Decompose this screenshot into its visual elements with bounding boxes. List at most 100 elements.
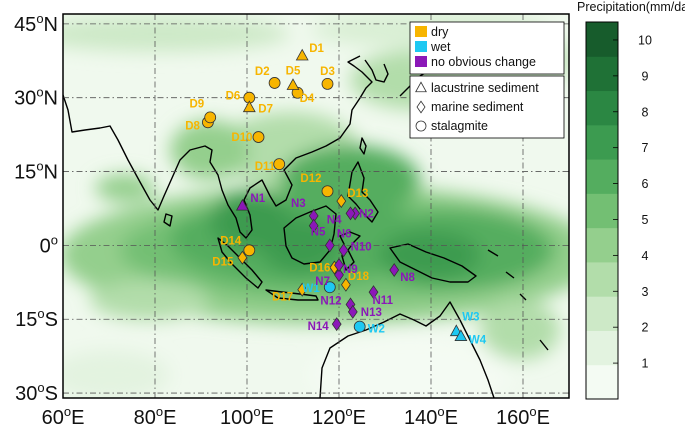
- site-n6-label: N6: [337, 228, 352, 240]
- lon-tick-3: 120oE: [312, 404, 366, 429]
- site-d5-marker: [286, 78, 300, 90]
- proxy-sites: D1 D2 D3 D4 D5 D6 D7 D8 D9 D10 D11 D12 D13 D14 D15 D16 D…: [185, 43, 487, 347]
- legend-category-label-1: wet: [430, 40, 451, 54]
- lat-tick-3: 0o: [40, 232, 58, 257]
- site-n4-label: N4: [327, 214, 342, 226]
- colorbar-band-6: [586, 159, 618, 194]
- site-d3-marker: [321, 78, 334, 90]
- site-n5-label: N5: [311, 227, 326, 239]
- coastline-sumatra: [217, 237, 263, 289]
- legend-category-label-2: no obvious change: [431, 55, 536, 69]
- lat-tick-5: 30oS: [15, 380, 58, 405]
- site-w4-label: W4: [469, 334, 487, 346]
- coastline-korea: [364, 59, 389, 83]
- coastline-sri-lanka: [163, 213, 173, 227]
- site-d2-label: D2: [255, 66, 270, 78]
- legend-shape-label-1: marine sediment: [431, 100, 524, 114]
- colorbar-tick-label-3: 4: [642, 249, 649, 263]
- coastline-philippines: [347, 161, 379, 223]
- site-n2-label: N2: [359, 208, 374, 220]
- lat-tick-1: 30oN: [14, 85, 58, 110]
- legend-shape-label-2: stalagmite: [431, 119, 488, 133]
- colorbar-tick-label-7: 8: [642, 105, 649, 119]
- site-d8-label: D8: [185, 120, 200, 132]
- legend-swatch-2: [415, 56, 427, 67]
- lon-tick-0: 60oE: [42, 404, 85, 429]
- site-d9-marker: [204, 111, 217, 124]
- site-n8-label: N8: [400, 272, 415, 284]
- coastline-asia: [63, 55, 373, 239]
- site-d1-label: D1: [309, 43, 324, 55]
- site-d14-label: D14: [220, 235, 242, 247]
- site-n5-marker: [308, 218, 319, 233]
- site-w1-label: W1: [303, 283, 321, 295]
- colorbar-band-3: [586, 261, 618, 297]
- colorbar-band-4: [586, 227, 618, 263]
- site-d7-marker: [242, 100, 256, 113]
- colorbar-tick-label-6: 7: [642, 141, 649, 155]
- site-d3-label: D3: [320, 66, 335, 78]
- site-n8-marker: [389, 262, 400, 278]
- site-n11-marker: [368, 285, 379, 300]
- colorbar-band-5: [586, 193, 618, 229]
- legend-shape-triangle-icon: [415, 81, 427, 93]
- site-d18-label: D18: [348, 271, 370, 283]
- lon-tick-2: 100oE: [220, 404, 274, 429]
- lon-tick-1: 80oE: [134, 404, 177, 429]
- legend-swatch-1: [415, 41, 427, 52]
- coastline-islands-east: [487, 249, 549, 351]
- legend-shape-label-0: lacustrine sediment: [431, 81, 539, 95]
- legend-category-label-0: dry: [431, 25, 449, 39]
- coastline-new-guinea: [389, 243, 477, 283]
- site-w2-label: W2: [368, 324, 385, 336]
- colorbar-tick-label-0: 1: [642, 357, 649, 371]
- site-n7-label: N7: [315, 276, 330, 288]
- colorbar-band-9: [586, 56, 618, 92]
- site-d15-marker: [237, 250, 248, 265]
- site-n10-label: N10: [351, 241, 372, 253]
- colorbar-tick-label-5: 6: [642, 177, 649, 191]
- site-n9-label: N9: [343, 264, 358, 276]
- legend-shape-diamond-icon: [416, 100, 426, 114]
- colorbar-band-7: [586, 124, 618, 160]
- lat-tick-2: 15oN: [14, 159, 58, 184]
- site-n14-marker: [331, 317, 342, 332]
- site-n14-label: N14: [308, 321, 330, 333]
- site-n12-label: N12: [320, 295, 341, 307]
- site-d18-marker: [341, 277, 351, 292]
- site-w2-marker: [353, 320, 366, 333]
- site-n3-label: N3: [291, 198, 306, 210]
- colorbar: Precipitation(mm/day) 1 2 3 4 5 6 7 8 9 10: [577, 0, 685, 400]
- site-d11-label: D11: [255, 161, 276, 173]
- site-d13-marker: [336, 194, 347, 209]
- coastline-taiwan: [359, 137, 367, 155]
- site-d13-label: D13: [347, 188, 368, 200]
- site-d16-label: D16: [309, 263, 330, 275]
- colorbar-band-1: [586, 330, 618, 366]
- site-n13-marker: [347, 304, 358, 319]
- colorbar-title: Precipitation(mm/day): [577, 0, 685, 14]
- colorbar-ticks: 1 2 3 4 5 6 7 8 9 10: [613, 33, 652, 371]
- lon-tick-5: 160oE: [496, 404, 550, 429]
- colorbar-tick-label-4: 5: [642, 213, 649, 227]
- site-n4-marker: [345, 206, 356, 221]
- site-n1-label: N1: [250, 193, 265, 205]
- colorbar-tick-label-9: 10: [638, 33, 652, 47]
- site-d14-marker: [243, 244, 256, 257]
- site-d1-marker: [295, 48, 309, 61]
- colorbar-frame: [585, 21, 619, 400]
- colorbar-band-10: [586, 22, 618, 57]
- site-d10-marker: [252, 131, 265, 143]
- legend-swatch-0: [415, 26, 427, 37]
- colorbar-tick-label-1: 2: [642, 321, 649, 335]
- lat-tick-labels: 45oN 30oN 15oN 0o 15oS 30oS: [14, 11, 58, 405]
- site-n10-marker: [338, 243, 349, 258]
- lat-tick-4: 15oS: [15, 306, 58, 331]
- site-d5-label: D5: [286, 65, 301, 77]
- site-w3-label: W3: [462, 312, 479, 324]
- lon-tick-labels: 60oE 80oE 100oE 120oE 140oE 160oE: [42, 404, 550, 429]
- site-d17-marker: [297, 282, 308, 297]
- site-d11-marker: [273, 158, 286, 171]
